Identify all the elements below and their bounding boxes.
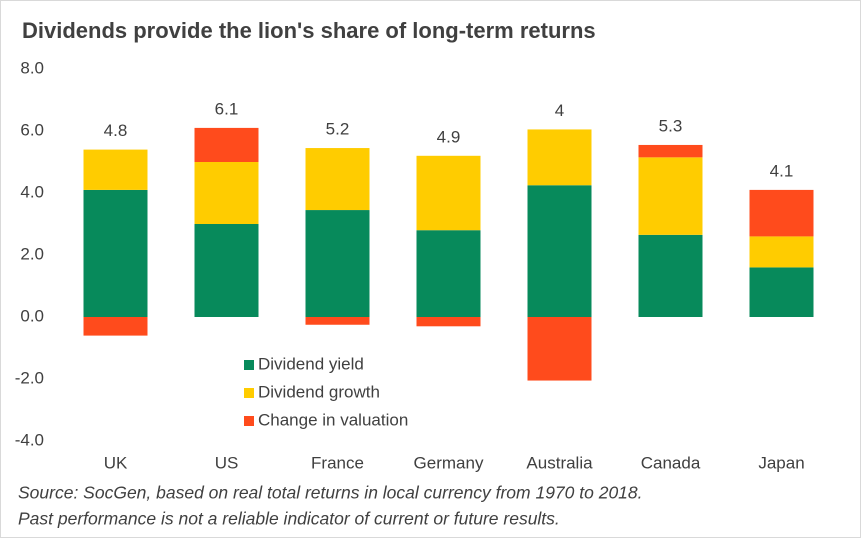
y-tick-label: -4.0: [15, 430, 44, 449]
total-label: 4.8: [104, 121, 128, 140]
bar-segment: [638, 157, 703, 235]
bar-segment: [527, 185, 592, 317]
bar-segment: [749, 189, 814, 237]
y-tick-label: 2.0: [20, 244, 44, 263]
source-note: Past performance is not a reliable indic…: [18, 509, 560, 529]
y-tick-label: -2.0: [15, 368, 44, 387]
bar-segment: [527, 317, 592, 381]
bar-segment: [416, 317, 481, 327]
bar-segment: [749, 236, 814, 268]
bar-segment: [416, 230, 481, 317]
bar-segment: [305, 210, 370, 317]
total-label: 4.9: [437, 127, 461, 146]
bar-segment: [83, 317, 148, 336]
x-tick-label: UK: [104, 453, 128, 472]
y-tick-label: 6.0: [20, 120, 44, 139]
total-label: 4: [555, 101, 564, 120]
legend-swatch: [244, 360, 254, 370]
bar-segment: [305, 317, 370, 325]
total-label: 6.1: [215, 99, 239, 118]
x-tick-label: France: [311, 453, 364, 472]
bar-segment: [527, 129, 592, 186]
chart-title: Dividends provide the lion's share of lo…: [22, 18, 596, 43]
bar-segment: [83, 149, 148, 190]
bar-segment: [305, 148, 370, 211]
bar-segment: [638, 144, 703, 158]
bar-segment: [194, 127, 259, 162]
legend-label: Dividend yield: [258, 354, 364, 373]
x-tick-label: Canada: [641, 453, 701, 472]
source-note: Source: SocGen, based on real total retu…: [18, 483, 643, 503]
y-tick-label: 8.0: [20, 58, 44, 77]
legend-swatch: [244, 388, 254, 398]
bar-segment: [194, 162, 259, 224]
bar-segment: [416, 155, 481, 231]
y-tick-label: 0.0: [20, 306, 44, 325]
x-tick-label: Germany: [414, 453, 484, 472]
total-label: 5.2: [326, 120, 350, 139]
bar-segment: [83, 189, 148, 317]
bar-segment: [749, 267, 814, 317]
bar-segment: [638, 234, 703, 317]
legend-swatch: [244, 416, 254, 426]
x-tick-label: US: [215, 453, 239, 472]
legend-label: Dividend growth: [258, 382, 380, 401]
bar-segment: [194, 224, 259, 317]
y-tick-label: 4.0: [20, 182, 44, 201]
x-tick-label: Japan: [758, 453, 804, 472]
total-label: 4.1: [770, 161, 794, 180]
x-tick-label: Australia: [526, 453, 593, 472]
total-label: 5.3: [659, 116, 683, 135]
legend-label: Change in valuation: [258, 410, 408, 429]
